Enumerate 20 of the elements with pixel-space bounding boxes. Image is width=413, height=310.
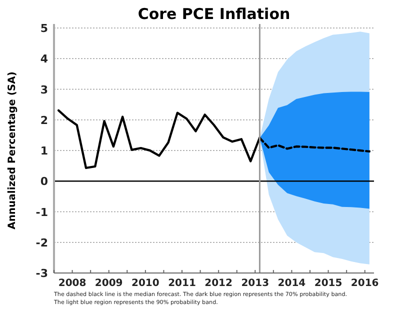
y-tick-label: 2 [40, 114, 48, 127]
y-axis-title: Annualized Percentage (SA) [7, 72, 18, 230]
y-tick-label: 3 [40, 83, 48, 96]
x-tick-label: 2016 [350, 278, 379, 289]
y-tick-label: -3 [36, 267, 48, 280]
x-tick-label: 2008 [58, 278, 86, 289]
x-tick-label: 2014 [278, 278, 306, 289]
y-tick-label: 1 [40, 144, 48, 158]
y-tick-label: 4 [40, 52, 48, 66]
y-tick-label: 0 [40, 175, 48, 188]
x-tick-label: 2009 [94, 278, 123, 289]
y-tick-label: -2 [36, 236, 48, 250]
x-tick-label: 2012 [204, 278, 233, 289]
x-tick-label: 2013 [241, 278, 270, 289]
chart-title: Core PCE Inflation [138, 5, 290, 23]
x-tick-label: 2011 [168, 278, 196, 289]
y-tick-label: -1 [36, 206, 48, 219]
x-tick-label: 2015 [314, 278, 342, 289]
y-tick-label: 5 [40, 22, 48, 35]
x-tick-label: 2010 [132, 278, 160, 289]
